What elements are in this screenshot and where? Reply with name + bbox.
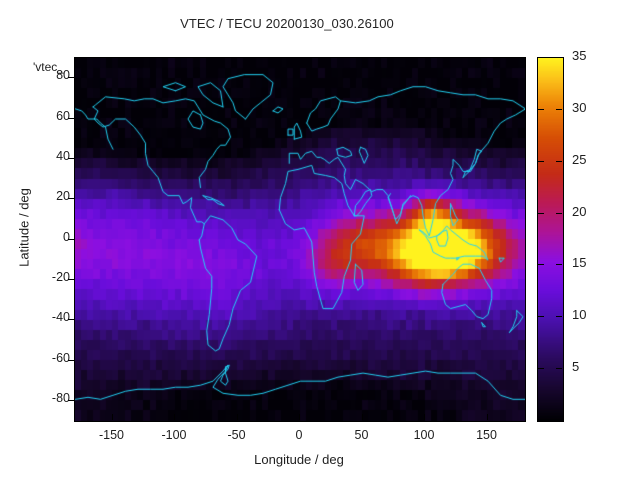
coastline-overlay-canvas xyxy=(75,58,525,421)
y-tick-label: -40 xyxy=(51,310,70,325)
colorbar-tick-label: 25 xyxy=(572,151,587,167)
y-tick-mark xyxy=(68,77,74,79)
x-tick-label: -100 xyxy=(161,428,187,442)
figure-title: VTEC / TECU 20200130_030.26100 xyxy=(180,16,394,31)
x-tick-label: -50 xyxy=(227,428,246,442)
colorbar-tick-label: 5 xyxy=(572,359,580,375)
y-tick-label: 80 xyxy=(56,68,70,83)
colorbar-tick-mark xyxy=(538,264,544,266)
colorbar-tick-label: 20 xyxy=(572,203,587,219)
colorbar-tick-mark xyxy=(556,160,562,162)
colorbar-tick-label: 30 xyxy=(572,99,587,115)
y-tick-mark xyxy=(68,319,74,321)
y-tick-label: 40 xyxy=(56,148,70,163)
x-tick-mark xyxy=(111,414,113,420)
y-axis-label: Latitude / deg xyxy=(16,188,32,267)
x-tick-label: 100 xyxy=(413,428,435,442)
colorbar-tick-mark xyxy=(556,316,562,318)
y-tick-mark xyxy=(68,157,74,159)
y-tick-label: -20 xyxy=(51,269,70,284)
colorbar-tick-mark xyxy=(556,368,562,370)
x-tick-mark xyxy=(174,414,175,420)
y-tick-label: -80 xyxy=(51,390,70,405)
colorbar-tick-label: 10 xyxy=(572,307,587,323)
colorbar-tick-mark xyxy=(538,212,544,214)
x-tick-label: -150 xyxy=(98,428,125,442)
x-tick-label: 0 xyxy=(295,428,303,442)
x-tick-label: 150 xyxy=(476,428,497,442)
x-tick-label: 50 xyxy=(354,428,369,442)
y-tick-mark xyxy=(68,399,74,401)
map-plot-area xyxy=(74,57,526,422)
y-tick-label: 20 xyxy=(56,189,70,204)
y-axis-ticks: 80 60 40 20 0 -20 -40 -60 -80 xyxy=(18,0,70,480)
x-tick-mark xyxy=(299,414,300,420)
colorbar-tick-mark xyxy=(538,368,544,370)
colorbar-tick-label: 35 xyxy=(572,48,587,63)
y-tick-mark xyxy=(68,117,74,119)
colorbar-gradient-canvas xyxy=(538,58,563,421)
x-tick-mark xyxy=(361,414,363,420)
y-tick-label: 0 xyxy=(63,229,70,244)
stray-series-label: 'vtec_ xyxy=(33,60,64,74)
x-tick-mark xyxy=(486,414,488,420)
y-tick-mark xyxy=(68,238,74,240)
y-tick-mark xyxy=(68,278,74,280)
colorbar xyxy=(537,57,564,422)
colorbar-tick-mark xyxy=(538,316,544,318)
y-tick-label: 60 xyxy=(56,108,70,123)
y-tick-label: -60 xyxy=(51,350,70,365)
x-axis-label: Longitude / deg xyxy=(254,452,344,467)
colorbar-tick-mark xyxy=(538,160,544,162)
x-tick-mark xyxy=(236,414,238,420)
colorbar-tick-mark xyxy=(538,108,544,110)
x-tick-mark xyxy=(424,414,425,420)
colorbar-tick-label: 15 xyxy=(572,255,587,271)
y-tick-mark xyxy=(68,198,74,200)
colorbar-tick-mark xyxy=(556,264,562,266)
colorbar-tick-mark xyxy=(556,108,562,110)
y-tick-mark xyxy=(68,359,74,361)
colorbar-tick-mark xyxy=(556,212,562,214)
